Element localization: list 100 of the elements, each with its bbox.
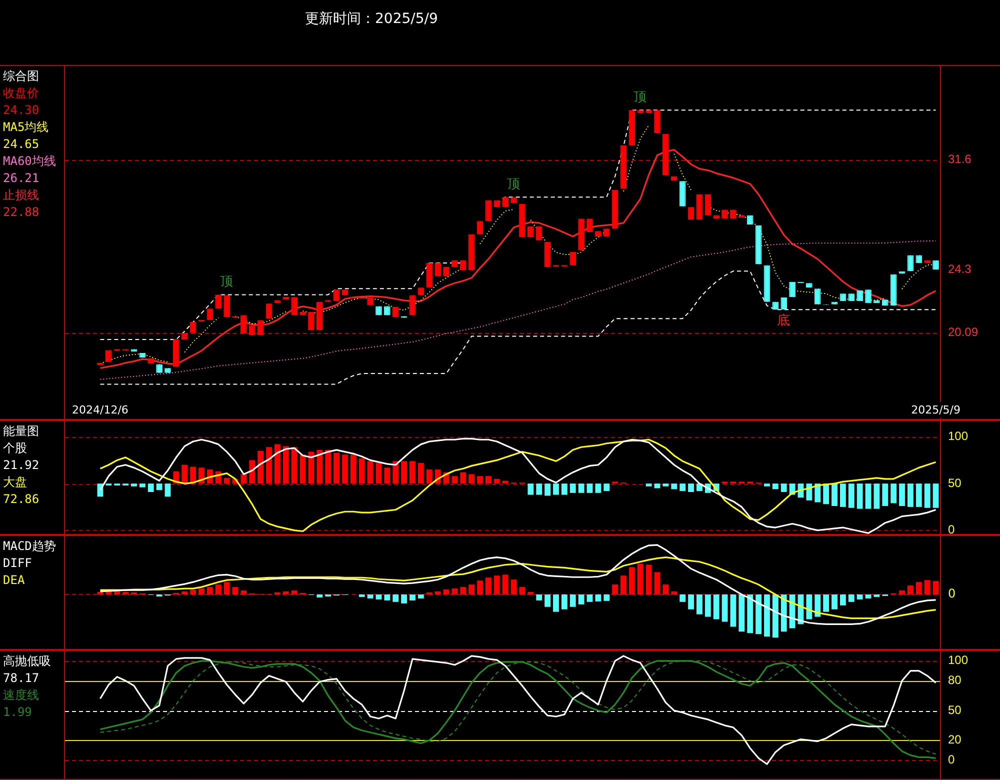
bar: [874, 484, 880, 509]
bar: [865, 594, 872, 598]
bar: [680, 594, 686, 602]
bar: [704, 594, 711, 617]
y-tick-label: 20.09: [948, 325, 978, 340]
bar: [494, 478, 500, 484]
annotation: 顶: [633, 90, 646, 105]
bar: [468, 474, 475, 484]
y-tick-label: 31.6: [948, 152, 972, 166]
bar: [604, 594, 610, 601]
bar: [291, 447, 298, 484]
annotation: 顶: [506, 176, 520, 192]
bar: [806, 484, 812, 500]
bar: [932, 484, 939, 508]
bar: [814, 484, 821, 502]
bar: [376, 594, 382, 600]
bar: [747, 594, 754, 634]
bar: [426, 470, 432, 484]
bar: [662, 584, 669, 594]
bar: [654, 484, 660, 488]
bar: [908, 484, 914, 507]
bar: [486, 578, 492, 594]
text: MA5均线: [3, 119, 50, 136]
bar: [764, 484, 770, 486]
bar: [224, 478, 230, 484]
text: 22.88: [3, 204, 40, 221]
bar: [460, 587, 466, 594]
bar: [738, 594, 745, 632]
bar: [114, 592, 120, 594]
bar: [764, 594, 770, 637]
chart-title: 综合图: [3, 68, 40, 85]
bar: [856, 484, 863, 509]
bar: [620, 576, 626, 594]
bar: [486, 476, 492, 484]
y-tick-label: 24.3: [948, 262, 972, 276]
bar: [916, 582, 922, 594]
chart-title: MACD趋势: [3, 538, 56, 555]
chart-title: 能量图: [3, 423, 40, 440]
line-series: [100, 240, 936, 380]
bar: [612, 584, 618, 594]
bar: [586, 484, 593, 493]
bar: [561, 594, 568, 610]
bar: [856, 594, 863, 600]
bar: [434, 592, 441, 594]
bar: [384, 468, 390, 484]
candlestick: [198, 319, 205, 322]
text: MA60均线: [3, 153, 56, 170]
bar: [696, 594, 702, 614]
bar: [772, 484, 778, 490]
text: 大盘: [3, 474, 28, 491]
bar: [814, 594, 821, 617]
bar: [164, 484, 171, 497]
bar: [232, 587, 238, 594]
bar: [350, 454, 356, 484]
bar: [595, 484, 602, 493]
bar: [544, 594, 550, 607]
bar: [240, 590, 247, 594]
y-tick-label: 50: [948, 476, 962, 490]
bar: [840, 594, 846, 606]
bar: [595, 594, 602, 602]
text: 26.21: [3, 170, 40, 187]
text: 78.17: [3, 670, 40, 687]
bar: [713, 594, 720, 620]
bar: [722, 594, 728, 622]
bar: [274, 444, 280, 484]
bar: [334, 452, 340, 484]
text: 24.30: [3, 102, 40, 119]
x-tick-label: 2024/12/6: [72, 403, 128, 416]
bar: [637, 564, 644, 594]
bar: [376, 463, 382, 484]
bar: [890, 484, 897, 504]
bar: [916, 484, 922, 507]
bar: [671, 484, 678, 490]
bar: [832, 484, 838, 506]
bar: [190, 466, 196, 484]
bar: [780, 594, 787, 632]
bar: [680, 484, 686, 492]
bar: [156, 484, 162, 490]
bar: [528, 484, 534, 495]
bar: [468, 584, 475, 594]
bar: [646, 564, 652, 594]
bar: [654, 572, 660, 594]
bar: [418, 594, 424, 598]
text: 72.86: [3, 491, 40, 508]
bar: [561, 484, 568, 495]
bar: [502, 480, 508, 484]
y-tick-label: 50: [948, 702, 962, 717]
y-tick-label: 20: [948, 732, 962, 747]
bar: [316, 594, 323, 598]
text: 高抛低吸: [3, 653, 51, 670]
bar: [452, 588, 458, 594]
bar: [840, 484, 846, 507]
bar: [832, 594, 838, 610]
bar: [401, 461, 408, 484]
bar: [823, 484, 830, 504]
y-tick-label: 0: [948, 522, 955, 537]
bar: [190, 590, 196, 594]
bar: [316, 450, 323, 484]
bar: [899, 484, 905, 506]
bar: [249, 460, 256, 484]
